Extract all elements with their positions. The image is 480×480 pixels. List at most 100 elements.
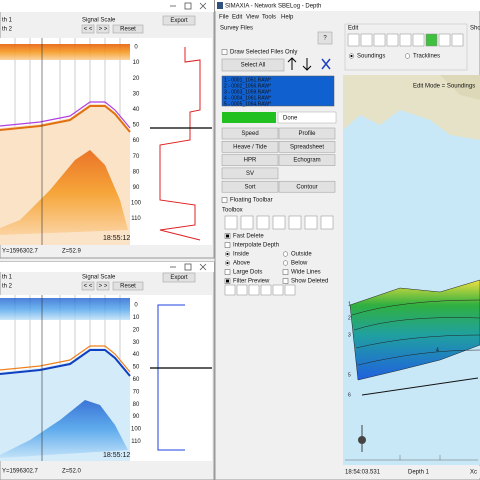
scale-button[interactable] xyxy=(96,281,110,291)
edit-icons[interactable] xyxy=(347,33,464,47)
export-button[interactable] xyxy=(162,272,196,283)
checkbox[interactable] xyxy=(224,269,231,275)
option-label[interactable]: Floating Toolbar xyxy=(230,198,273,204)
scale-button-label[interactable]: > > xyxy=(99,27,108,33)
file-item[interactable]: 4 - 0004_1061.RAW* xyxy=(224,95,271,101)
depth-scale-label: 0 xyxy=(134,45,138,51)
checkbox[interactable] xyxy=(221,197,228,203)
scale-button[interactable] xyxy=(81,281,95,291)
checkbox[interactable] xyxy=(282,278,289,284)
compass xyxy=(358,425,366,452)
file-tools[interactable] xyxy=(287,57,331,71)
option-label[interactable]: Above xyxy=(233,261,251,267)
profile-label: 3 xyxy=(348,332,351,338)
depth-scale-label: 60 xyxy=(133,138,140,144)
file-item[interactable]: 3 - 0003_1059.RAW* xyxy=(224,89,271,95)
bottom-band xyxy=(0,105,131,133)
option-label[interactable]: Wide Lines xyxy=(291,270,321,276)
scale-button-label[interactable]: > > xyxy=(99,284,108,290)
menu-item[interactable]: View xyxy=(246,15,260,21)
tool-button-label[interactable]: Profile xyxy=(298,131,316,137)
3d-axes xyxy=(345,455,478,461)
radio[interactable] xyxy=(282,260,289,266)
tool-button[interactable] xyxy=(278,154,336,166)
help-button[interactable] xyxy=(317,31,333,45)
radio[interactable] xyxy=(404,53,411,59)
select-all-button-label[interactable]: Select All xyxy=(241,63,266,69)
tool-button[interactable] xyxy=(278,180,336,193)
3d-view[interactable] xyxy=(343,75,480,465)
menu-item[interactable]: Tools xyxy=(262,15,276,21)
window-controls[interactable] xyxy=(170,263,207,271)
menu-item[interactable]: Help xyxy=(281,15,294,21)
file-item[interactable]: 5 - 0005_1064.RAW* xyxy=(224,101,271,107)
toolbox-icons[interactable] xyxy=(224,215,334,296)
tool-button[interactable] xyxy=(221,141,279,153)
edit-group xyxy=(344,23,468,71)
scale-button[interactable] xyxy=(96,24,110,34)
radio[interactable] xyxy=(282,251,289,257)
tool-button-label[interactable]: HPR xyxy=(244,158,257,164)
checkbox[interactable] xyxy=(221,49,228,55)
progress-bar xyxy=(222,112,276,123)
export-button-label[interactable]: Export xyxy=(170,18,188,24)
tool-button[interactable] xyxy=(278,127,336,140)
tool-button-label[interactable]: SV xyxy=(246,171,254,177)
profile-label: 5 xyxy=(348,372,351,378)
option-label[interactable]: Soundings xyxy=(357,54,385,60)
window-controls[interactable] xyxy=(170,2,207,10)
title-bar xyxy=(0,262,214,272)
tool-button-label[interactable]: Sort xyxy=(244,184,255,190)
scale-button-label[interactable]: < < xyxy=(84,27,93,33)
tool-button-label[interactable]: Speed xyxy=(241,131,258,137)
option-label[interactable]: Draw Selected Files Only xyxy=(230,50,297,56)
depth-scale-label: 10 xyxy=(133,60,140,66)
tool-button[interactable] xyxy=(221,180,279,193)
depth-scale-label: 90 xyxy=(133,185,140,191)
scale-button[interactable] xyxy=(112,281,144,291)
menu-item[interactable]: File xyxy=(219,15,229,21)
scale-button-label[interactable]: Reset xyxy=(120,284,136,290)
tool-button[interactable] xyxy=(278,141,336,153)
scale-button-label[interactable]: < < xyxy=(84,284,93,290)
tool-button-label[interactable]: Echogram xyxy=(293,158,320,164)
depth-scale-label: 0 xyxy=(134,303,138,309)
check-mark xyxy=(226,279,229,283)
select-all-button[interactable] xyxy=(221,58,285,72)
option-label[interactable]: Inside xyxy=(233,252,250,258)
option-label[interactable]: Interpolate Depth xyxy=(233,243,279,249)
export-button[interactable] xyxy=(162,15,196,26)
file-list[interactable] xyxy=(221,75,335,107)
scale-button[interactable] xyxy=(81,24,95,34)
scale-button-label[interactable]: Reset xyxy=(120,27,136,33)
channel-label: th 2 xyxy=(2,27,13,33)
option-label[interactable]: Outside xyxy=(291,252,312,258)
option-label[interactable]: Tracklines xyxy=(413,54,440,60)
option-label[interactable]: Large Dots xyxy=(233,270,262,276)
option-label[interactable]: Show Deleted xyxy=(291,279,328,285)
scale-button[interactable] xyxy=(112,24,144,34)
file-item[interactable]: 1 - 0001_1051.RAW* xyxy=(224,77,271,83)
depth-scale-label: 50 xyxy=(133,365,140,371)
tool-button[interactable] xyxy=(221,167,279,180)
help-button-label[interactable]: ? xyxy=(323,36,327,42)
option-label[interactable]: Below xyxy=(291,261,308,267)
tool-button[interactable] xyxy=(221,154,279,166)
tool-button-label[interactable]: Contour xyxy=(296,184,317,190)
tool-button-label[interactable]: Spreadsheet xyxy=(290,144,324,150)
status-text: 18:54:03.531 xyxy=(345,470,381,476)
title-bar xyxy=(0,0,214,12)
menu-item[interactable]: Edit xyxy=(232,15,243,21)
export-button-label[interactable]: Export xyxy=(170,275,188,281)
signal-scale-label: Signal Scale xyxy=(82,275,116,281)
tool-button-label[interactable]: Heave / Tide xyxy=(233,144,267,150)
option-label[interactable]: Fast Delete xyxy=(233,234,264,240)
file-item[interactable]: 2 - 0002_1056.RAW* xyxy=(224,83,271,89)
checkbox[interactable] xyxy=(282,269,289,275)
checkbox[interactable] xyxy=(224,242,231,248)
option-label[interactable]: Filter Preview xyxy=(233,279,270,285)
deep-return xyxy=(0,150,128,235)
app-icon xyxy=(217,2,223,9)
trackline xyxy=(361,377,479,396)
tool-button[interactable] xyxy=(221,127,279,140)
